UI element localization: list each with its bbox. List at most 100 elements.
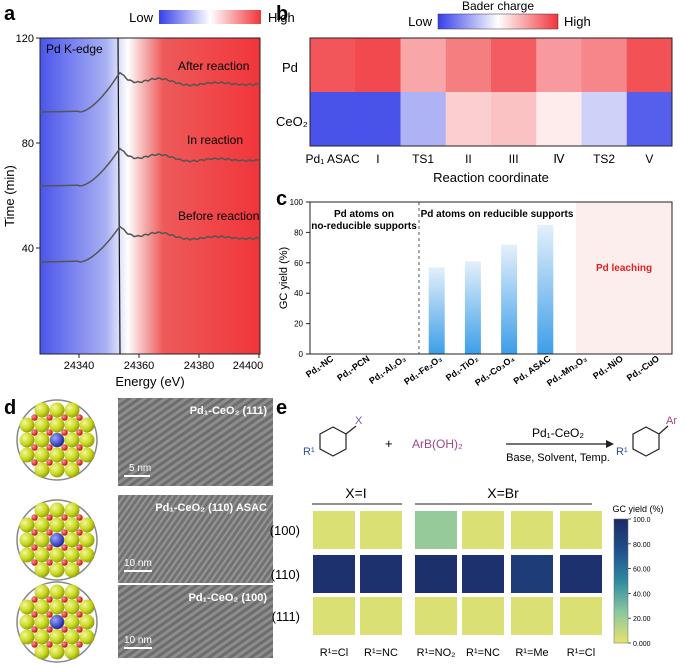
panel-c-xlabel: Pd₁-Fe₂O₃: [402, 353, 444, 386]
panel-d-tem-3: Pd₁-CeO₂ (100) 10 nm: [118, 585, 273, 658]
o-atom: [46, 514, 53, 521]
panel-c-ytick: 100: [290, 198, 304, 207]
ce-atom: [34, 562, 50, 578]
panel-a-xtick-24360: 24360: [124, 360, 155, 372]
ce-atom: [64, 447, 80, 463]
ce-atom: [79, 417, 95, 433]
ce-atom: [19, 599, 35, 615]
panel-b-row-pd: Pd: [282, 60, 298, 75]
o-atom: [46, 414, 53, 421]
panel-d-tem-2: Pd₁-CeO₂ (110) ASAC 10 nm: [118, 495, 273, 583]
bader-cell-0-4: [491, 38, 537, 92]
panel-b-col-label: TS2: [593, 152, 615, 166]
panel-e-heatmap: [313, 511, 602, 635]
panel-b-colorbar: [437, 13, 559, 30]
o-atom: [31, 596, 38, 603]
ce-atom: [49, 502, 65, 518]
yield-cell-1-2: [415, 555, 457, 593]
o-atom: [61, 514, 68, 521]
panel-b: b Bader charge Low High Pd CeO₂ Pd₁ ASAC…: [276, 0, 673, 185]
ce-atom: [64, 629, 80, 645]
bader-cell-1-6: [581, 92, 628, 146]
atomic-model-3: [16, 581, 98, 663]
panel-e-colorbar-title: GC yield (%): [612, 504, 663, 514]
product-r: R¹: [616, 446, 628, 458]
ce-atom: [64, 517, 80, 533]
ce-atom: [34, 432, 50, 448]
o-atom: [31, 559, 38, 566]
panel-e-reaction: X R¹ + ArB(OH)₂ Pd₁-CeO₂ Base, Solvent, …: [303, 415, 677, 464]
bader-cell-1-1: [355, 92, 401, 146]
ce-atom: [79, 532, 95, 548]
panel-b-col-label: Ⅳ: [553, 152, 564, 166]
panel-a: a Low High Pd K-edge After reaction In r…: [2, 3, 295, 389]
ce-atom: [34, 547, 50, 563]
o-atom: [46, 559, 53, 566]
ce-atom: [64, 462, 80, 478]
panel-d-tem-3-label: Pd₁-CeO₂ (100): [188, 592, 267, 604]
yield-cell-1-0: [313, 555, 355, 593]
ce-atom: [19, 417, 35, 433]
substrate-x: X: [355, 415, 363, 427]
ce-atom: [64, 599, 80, 615]
panel-d-tem-1: Pd₁-CeO₂ (111) 5 nm: [118, 398, 273, 486]
bader-cell-1-0: [310, 92, 356, 146]
panel-b-col-label: Pd₁ ASAC: [306, 152, 360, 166]
ce-atom: [34, 517, 50, 533]
panel-e-columns: R¹=Cl R¹=NC R¹=NO₂ R¹=NC R¹=Me R¹=Cl: [320, 647, 595, 659]
panel-a-ytick-80: 80: [22, 138, 34, 150]
product-ring-icon: [632, 425, 669, 457]
panel-a-ytick-120: 120: [16, 33, 34, 45]
panel-a-colorbar-low: Low: [129, 10, 153, 25]
ce-atom: [64, 562, 80, 578]
bar-6: [537, 224, 554, 354]
o-atom: [61, 611, 68, 618]
ce-atom: [64, 417, 80, 433]
bader-cell-1-5: [536, 92, 582, 146]
panel-a-ylabel: Time (min): [2, 165, 17, 227]
panel-a-edge-label: Pd K-edge: [46, 42, 103, 56]
ce-atom: [79, 629, 95, 645]
panel-a-xtick-24380: 24380: [184, 360, 215, 372]
panel-a-xlabel: Energy (eV): [115, 374, 184, 389]
panel-b-columns: Pd₁ ASAC I TS1 II III Ⅳ TS2 V: [306, 152, 654, 166]
panel-c-ytick: 80: [294, 228, 303, 237]
ce-atom: [64, 584, 80, 600]
ce-atom: [34, 584, 50, 600]
yield-cell-0-1: [360, 511, 402, 549]
panel-e-colorbar-tick: 60.00: [633, 567, 651, 574]
panel-b-heatmap: [310, 38, 673, 146]
panel-b-col-label: V: [645, 152, 653, 166]
ce-atom: [64, 547, 80, 563]
curve-in-reaction: [40, 147, 261, 187]
o-atom: [31, 626, 38, 633]
pd-atom: [50, 615, 64, 629]
o-atom: [76, 641, 83, 648]
o-atom: [61, 626, 68, 633]
ce-atom: [34, 614, 50, 630]
o-atom: [31, 544, 38, 551]
o-atom: [31, 444, 38, 451]
curve-before-reaction: [40, 225, 261, 263]
panel-b-col-label: I: [376, 152, 379, 166]
ce-atom: [34, 447, 50, 463]
yield-cell-1-1: [360, 555, 402, 593]
panel-c-yaxis: 0 20 40 60 80 100: [290, 198, 310, 359]
o-atom: [76, 559, 83, 566]
o-atom: [76, 514, 83, 521]
ce-atom: [49, 547, 65, 563]
panel-c-bars: [428, 224, 554, 354]
panel-c: c Pd atoms on no-reducible supports Pd a…: [276, 188, 673, 388]
panel-a-label-in: In reaction: [187, 133, 243, 147]
panel-e-row-label: (100): [270, 523, 300, 538]
yield-cell-2-2: [415, 597, 457, 635]
panel-e-row-label: (110): [271, 567, 300, 582]
panel-a-xtick-24340: 24340: [64, 360, 95, 372]
o-atom: [31, 459, 38, 466]
o-atom: [76, 544, 83, 551]
ce-atom: [19, 614, 35, 630]
panel-e-rows: (100) (110) (111): [270, 523, 300, 624]
bader-cell-0-3: [445, 38, 492, 92]
ce-atom: [34, 532, 50, 548]
ce-atom: [49, 562, 65, 578]
